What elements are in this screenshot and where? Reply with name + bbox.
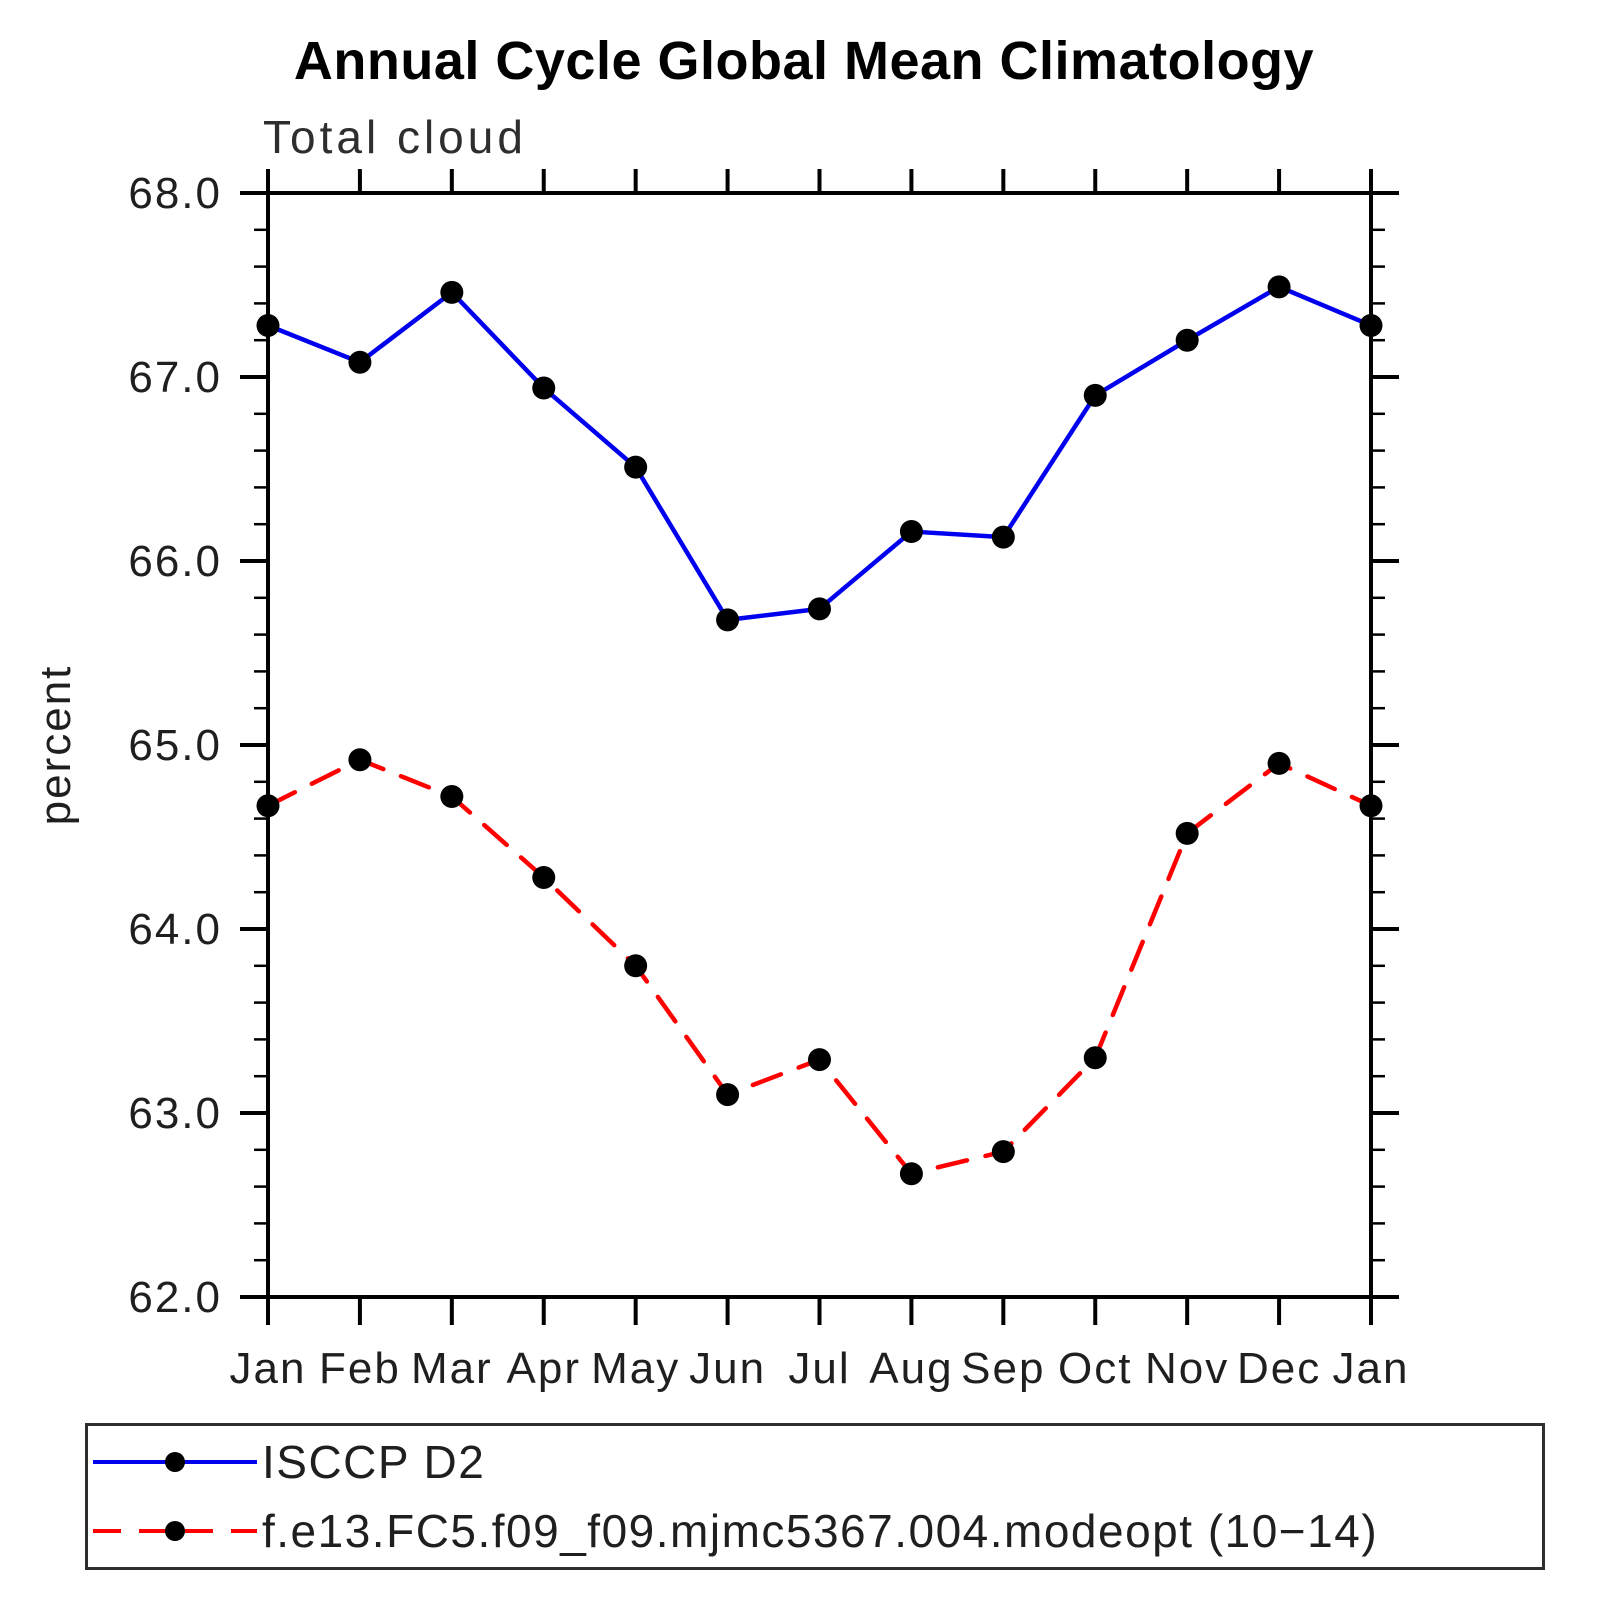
legend-line-sample-solid <box>93 1452 257 1473</box>
y-tick-label: 65.0 <box>128 721 222 770</box>
data-point-s1-7 <box>899 1162 923 1186</box>
data-point-s0-3 <box>532 376 556 400</box>
data-point-s0-1 <box>348 350 372 374</box>
plot-frame <box>266 191 1373 1299</box>
data-point-s1-9 <box>1083 1046 1107 1070</box>
data-point-s0-5 <box>716 608 740 632</box>
x-tick-label: Dec <box>1237 1344 1321 1393</box>
y-tick-label: 66.0 <box>128 537 222 586</box>
x-tick-label: Sep <box>961 1344 1045 1393</box>
data-point-s0-12 <box>1359 313 1383 337</box>
x-tick-label: Jun <box>689 1344 766 1393</box>
data-point-s1-8 <box>991 1140 1015 1164</box>
y-tick-label: 68.0 <box>128 169 222 218</box>
legend-line-sample-dashed <box>93 1520 257 1541</box>
y-tick-label: 67.0 <box>128 353 222 402</box>
data-point-s1-1 <box>348 748 372 772</box>
data-point-s1-2 <box>440 785 464 809</box>
data-point-s0-4 <box>624 455 648 479</box>
x-tick-label: May <box>591 1344 680 1393</box>
data-point-s0-7 <box>899 520 923 544</box>
x-tick-label: Nov <box>1145 1344 1229 1393</box>
data-point-s0-6 <box>808 597 831 621</box>
data-point-s0-0 <box>256 313 280 337</box>
data-point-s1-10 <box>1175 821 1199 845</box>
x-tick-label: Jan <box>1333 1344 1410 1393</box>
legend-label-isccp: ISCCP D2 <box>262 1436 486 1489</box>
data-point-s1-11 <box>1267 751 1291 775</box>
x-tick-label: Feb <box>319 1344 401 1393</box>
data-point-s1-12 <box>1359 794 1383 818</box>
data-point-s0-2 <box>440 280 464 304</box>
legend-label-model: f.e13.FC5.f09_f09.mjmc5367.004.modeopt (… <box>262 1504 1379 1557</box>
data-point-s1-5 <box>716 1083 740 1107</box>
y-tick-label: 63.0 <box>128 1089 222 1138</box>
data-point-s0-8 <box>991 525 1015 549</box>
x-tick-label: Jul <box>788 1344 850 1393</box>
data-point-s1-3 <box>532 865 556 889</box>
x-tick-label: Mar <box>411 1344 493 1393</box>
y-tick-label: 64.0 <box>128 905 222 954</box>
data-point-s0-11 <box>1267 275 1291 299</box>
legend-entry-isccp: ISCCP D2 <box>88 1430 1542 1494</box>
data-point-s0-10 <box>1175 328 1199 352</box>
legend-entry-model: f.e13.FC5.f09_f09.mjmc5367.004.modeopt (… <box>88 1499 1542 1563</box>
legend-box: ISCCP D2 f.e13.FC5.f09_f09.mjmc5367.004.… <box>85 1423 1545 1570</box>
series-line-0 <box>265 284 1374 623</box>
x-tick-label: Apr <box>507 1344 581 1393</box>
data-point-s1-6 <box>808 1048 831 1072</box>
chart-subtitle: Total cloud <box>263 111 527 163</box>
x-tick-label: Jan <box>230 1344 307 1393</box>
data-point-s0-9 <box>1083 383 1107 407</box>
x-tick-label: Aug <box>869 1344 953 1393</box>
data-point-s1-0 <box>256 794 280 818</box>
data-point-s1-4 <box>624 954 648 978</box>
x-tick-label: Oct <box>1058 1344 1132 1393</box>
y-tick-label: 62.0 <box>128 1273 222 1322</box>
series-line-1 <box>265 757 1374 1176</box>
y-axis-label: percent <box>31 665 80 826</box>
chart-title: Annual Cycle Global Mean Climatology <box>293 31 1315 91</box>
